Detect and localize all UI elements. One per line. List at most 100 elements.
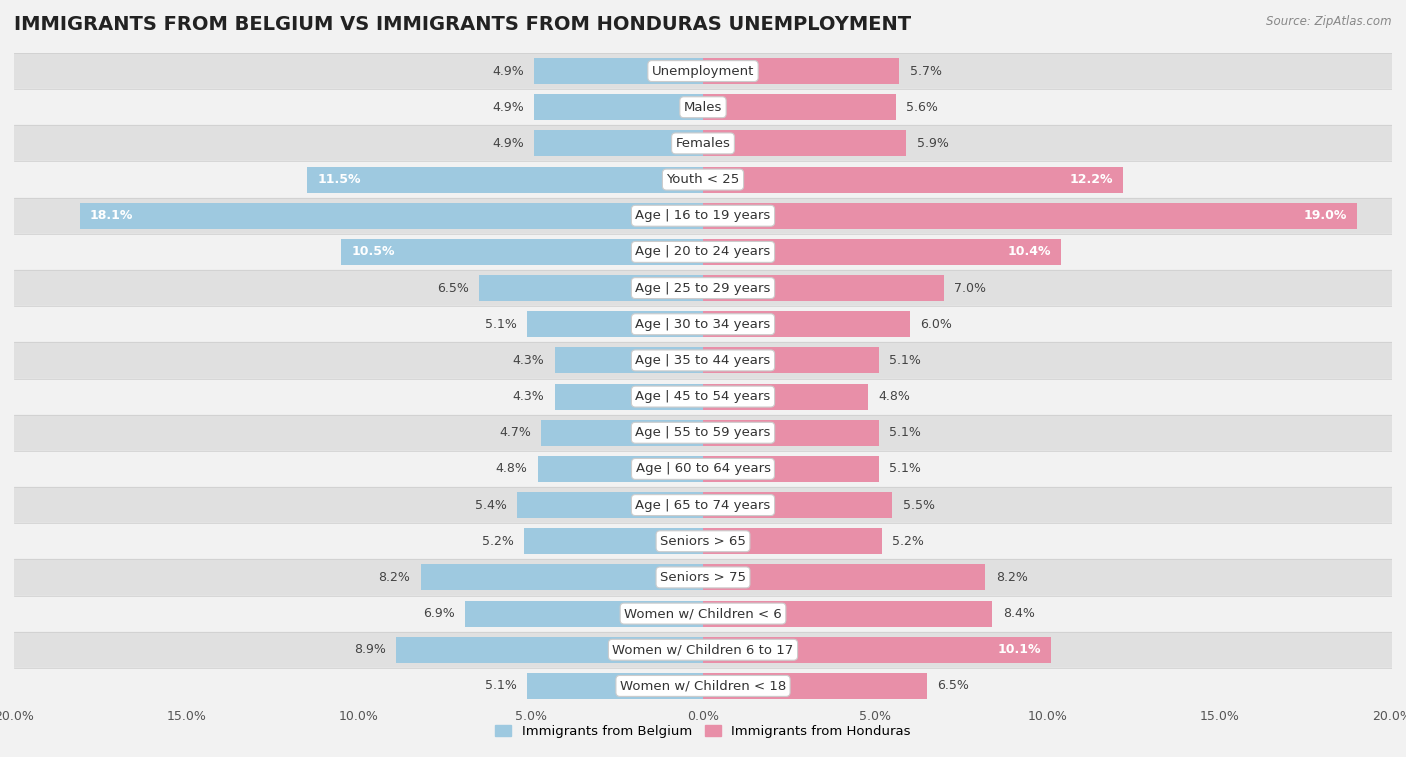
- Bar: [703, 203, 1358, 229]
- Text: Males: Males: [683, 101, 723, 114]
- Text: Age | 35 to 44 years: Age | 35 to 44 years: [636, 354, 770, 367]
- Bar: [14, 89, 1392, 126]
- Text: Age | 65 to 74 years: Age | 65 to 74 years: [636, 499, 770, 512]
- Text: 5.7%: 5.7%: [910, 64, 942, 77]
- Bar: [14, 378, 1392, 415]
- Text: Women w/ Children 6 to 17: Women w/ Children 6 to 17: [613, 643, 793, 656]
- Text: 5.6%: 5.6%: [907, 101, 938, 114]
- Bar: [465, 600, 703, 627]
- Bar: [703, 419, 879, 446]
- Text: 4.8%: 4.8%: [495, 463, 527, 475]
- Bar: [14, 270, 1392, 306]
- Bar: [342, 239, 703, 265]
- Bar: [534, 130, 703, 157]
- Text: Females: Females: [675, 137, 731, 150]
- Bar: [420, 565, 703, 590]
- Text: Unemployment: Unemployment: [652, 64, 754, 77]
- Text: 5.1%: 5.1%: [889, 426, 921, 439]
- Bar: [396, 637, 703, 663]
- Bar: [14, 451, 1392, 487]
- Text: Age | 30 to 34 years: Age | 30 to 34 years: [636, 318, 770, 331]
- Bar: [517, 492, 703, 518]
- Text: Age | 25 to 29 years: Age | 25 to 29 years: [636, 282, 770, 294]
- Bar: [703, 94, 896, 120]
- Text: Age | 45 to 54 years: Age | 45 to 54 years: [636, 390, 770, 403]
- Bar: [555, 384, 703, 410]
- Text: 6.5%: 6.5%: [938, 680, 969, 693]
- Bar: [703, 167, 1123, 192]
- Bar: [479, 275, 703, 301]
- Text: Seniors > 65: Seniors > 65: [659, 534, 747, 548]
- Text: Youth < 25: Youth < 25: [666, 173, 740, 186]
- Text: 4.7%: 4.7%: [499, 426, 531, 439]
- Text: 5.4%: 5.4%: [475, 499, 506, 512]
- Bar: [703, 528, 882, 554]
- Bar: [14, 234, 1392, 270]
- Text: Age | 20 to 24 years: Age | 20 to 24 years: [636, 245, 770, 258]
- Text: Women w/ Children < 6: Women w/ Children < 6: [624, 607, 782, 620]
- Bar: [14, 306, 1392, 342]
- Text: 18.1%: 18.1%: [90, 209, 134, 223]
- Bar: [14, 126, 1392, 161]
- Text: Seniors > 75: Seniors > 75: [659, 571, 747, 584]
- Text: 8.2%: 8.2%: [995, 571, 1028, 584]
- Bar: [14, 559, 1392, 596]
- Text: 4.9%: 4.9%: [492, 64, 524, 77]
- Bar: [307, 167, 703, 192]
- Text: Age | 55 to 59 years: Age | 55 to 59 years: [636, 426, 770, 439]
- Text: 7.0%: 7.0%: [955, 282, 987, 294]
- Bar: [14, 523, 1392, 559]
- Text: 5.9%: 5.9%: [917, 137, 949, 150]
- Bar: [703, 384, 869, 410]
- Text: 5.1%: 5.1%: [485, 680, 517, 693]
- Text: Age | 60 to 64 years: Age | 60 to 64 years: [636, 463, 770, 475]
- Bar: [14, 53, 1392, 89]
- Bar: [524, 528, 703, 554]
- Bar: [703, 239, 1062, 265]
- Text: 5.1%: 5.1%: [485, 318, 517, 331]
- Text: 6.5%: 6.5%: [437, 282, 468, 294]
- Bar: [703, 347, 879, 373]
- Bar: [537, 456, 703, 482]
- Text: 10.1%: 10.1%: [997, 643, 1040, 656]
- Text: 4.8%: 4.8%: [879, 390, 911, 403]
- Bar: [541, 419, 703, 446]
- Bar: [534, 58, 703, 84]
- Text: 10.5%: 10.5%: [352, 245, 395, 258]
- Text: 5.1%: 5.1%: [889, 354, 921, 367]
- Legend: Immigrants from Belgium, Immigrants from Honduras: Immigrants from Belgium, Immigrants from…: [489, 719, 917, 743]
- Bar: [14, 631, 1392, 668]
- Text: 8.4%: 8.4%: [1002, 607, 1035, 620]
- Bar: [703, 492, 893, 518]
- Bar: [703, 456, 879, 482]
- Bar: [703, 58, 900, 84]
- Bar: [703, 673, 927, 699]
- Bar: [14, 415, 1392, 451]
- Text: 12.2%: 12.2%: [1070, 173, 1114, 186]
- Text: Age | 16 to 19 years: Age | 16 to 19 years: [636, 209, 770, 223]
- Text: 8.9%: 8.9%: [354, 643, 387, 656]
- Bar: [703, 565, 986, 590]
- Bar: [534, 94, 703, 120]
- Bar: [14, 596, 1392, 631]
- Bar: [555, 347, 703, 373]
- Bar: [703, 275, 945, 301]
- Text: 10.4%: 10.4%: [1008, 245, 1050, 258]
- Bar: [703, 311, 910, 338]
- Text: 6.0%: 6.0%: [920, 318, 952, 331]
- Text: IMMIGRANTS FROM BELGIUM VS IMMIGRANTS FROM HONDURAS UNEMPLOYMENT: IMMIGRANTS FROM BELGIUM VS IMMIGRANTS FR…: [14, 15, 911, 34]
- Text: 6.9%: 6.9%: [423, 607, 456, 620]
- Bar: [527, 311, 703, 338]
- Text: 5.2%: 5.2%: [482, 534, 513, 548]
- Bar: [703, 130, 907, 157]
- Bar: [703, 600, 993, 627]
- Bar: [703, 637, 1050, 663]
- Text: 4.3%: 4.3%: [513, 390, 544, 403]
- Text: 4.9%: 4.9%: [492, 137, 524, 150]
- Text: 5.1%: 5.1%: [889, 463, 921, 475]
- Bar: [80, 203, 703, 229]
- Bar: [14, 161, 1392, 198]
- Bar: [14, 342, 1392, 378]
- Bar: [14, 487, 1392, 523]
- Text: Source: ZipAtlas.com: Source: ZipAtlas.com: [1267, 15, 1392, 28]
